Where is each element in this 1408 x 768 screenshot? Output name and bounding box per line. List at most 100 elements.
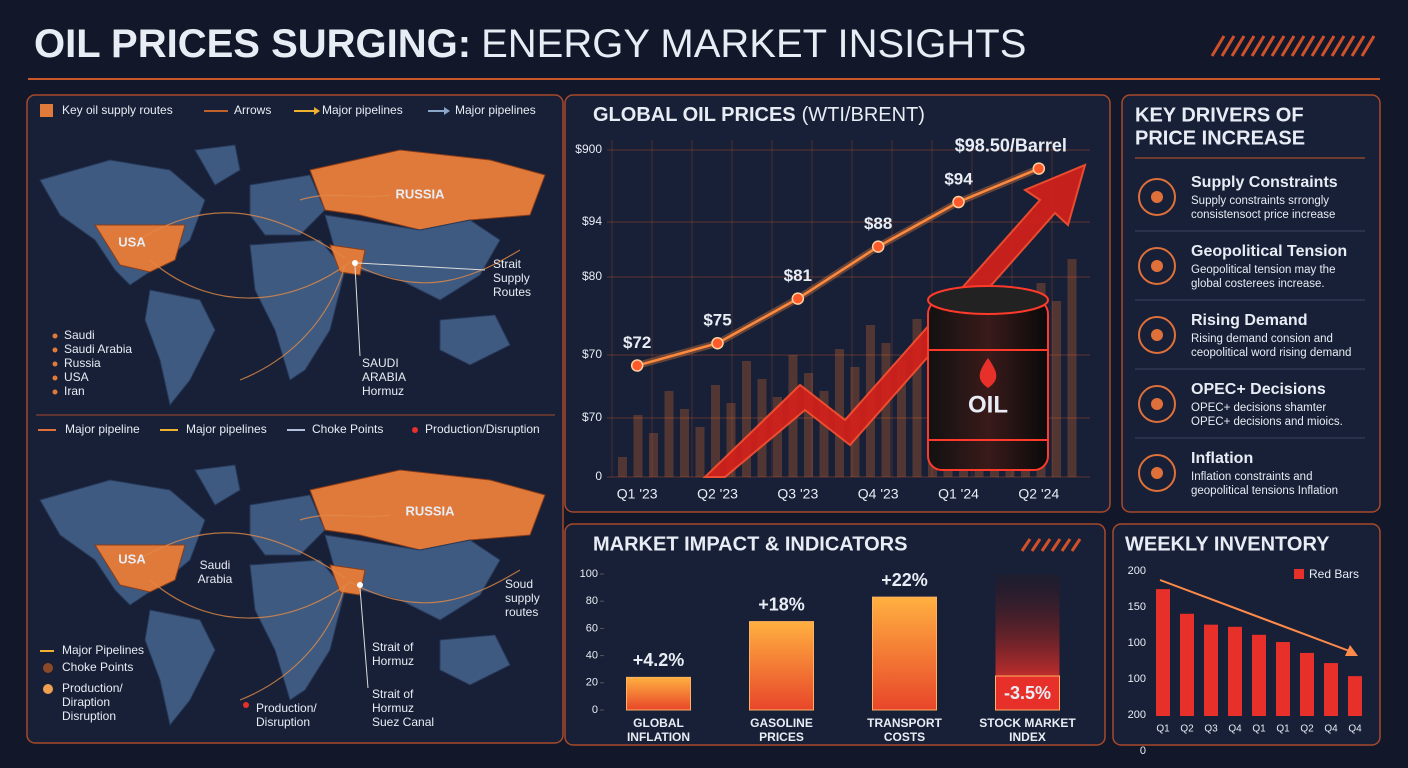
impact-panel: [564, 523, 1106, 746]
bar: [1204, 624, 1218, 716]
list-item: Iran: [64, 384, 85, 398]
y-tick-label: 20: [586, 677, 598, 689]
x-tick-label: GLOBAL: [633, 716, 684, 730]
x-tick-label: Q4: [1324, 724, 1338, 735]
map-mid-legend: Major pipeline Major pipelines Choke Poi…: [38, 422, 540, 436]
map-label: SAUDI: [362, 356, 399, 370]
barrel-drop: [979, 358, 997, 388]
chart-title: MARKET IMPACT & INDICATORS: [593, 533, 907, 555]
driver-text: OPEC+ decisions and mioics.: [1191, 416, 1343, 428]
driver-icon-dot: [1151, 398, 1163, 410]
driver-title: Supply Constraints: [1191, 174, 1338, 191]
bar-label: -3.5%: [1004, 683, 1051, 703]
map-label: Hormuz: [372, 701, 414, 715]
x-tick-label: Q4 '23: [858, 486, 899, 502]
drivers-title: PRICE INCREASE: [1135, 127, 1305, 149]
map-label: Strait: [493, 257, 522, 271]
x-tick-label: Q4: [1228, 724, 1242, 735]
y-tick-label: 0: [595, 469, 602, 483]
y-tick-label: $80: [582, 269, 602, 283]
map-label: Supply: [493, 271, 530, 285]
decor-bar: [695, 427, 705, 477]
map-dot: [357, 582, 363, 588]
y-tick-label: $94: [582, 214, 602, 228]
y-tick-label: 200: [1128, 709, 1146, 721]
map-label: Strait of: [372, 687, 414, 701]
x-tick-label: COSTS: [884, 730, 925, 744]
driver-text: Rising demand consion and: [1191, 333, 1333, 345]
x-tick-label: TRANSPORT: [867, 716, 942, 730]
decor-bar: [912, 319, 922, 477]
driver-icon: [1138, 316, 1176, 354]
trend-arrow: [702, 163, 1087, 478]
decor-bar: [633, 415, 643, 477]
list-item: Russia: [64, 356, 101, 370]
callout: [359, 587, 369, 689]
map-label: Arabia: [198, 572, 233, 586]
driver-icon: [1138, 454, 1176, 492]
driver-text: Supply constraints srrongly: [1191, 195, 1329, 207]
map-dot: [352, 260, 358, 266]
map-label: Routes: [493, 285, 531, 299]
list-item: USA: [64, 370, 89, 384]
price-point: [952, 195, 965, 209]
y-tick-label: 0: [1140, 745, 1146, 757]
price-line: [636, 167, 1040, 367]
driver-title: Inflation: [1191, 450, 1253, 467]
decor-bar: [1052, 301, 1061, 477]
x-tick-label: Q2 '23: [697, 486, 738, 502]
legend-text: Choke Points: [62, 660, 133, 674]
bar: [1324, 663, 1338, 716]
legend-text: Disruption: [62, 709, 116, 723]
driver-icon-dot: [1151, 260, 1163, 272]
map-label: Strait of: [372, 640, 414, 654]
legend-text: Major pipeline: [65, 422, 140, 436]
price-point: [1032, 162, 1046, 175]
driver-text: global costerees increase.: [1191, 278, 1325, 290]
x-tick-label: Q1: [1252, 724, 1266, 735]
bar: [1180, 613, 1194, 716]
price-point: [871, 240, 885, 253]
decor-bar: [726, 403, 736, 477]
y-tick-label: 80: [586, 595, 598, 607]
barrel-top: [927, 285, 1049, 315]
y-tick-label: 40: [586, 650, 598, 662]
x-tick-label: Q1 '23: [617, 486, 658, 502]
map-label: Suez Canal: [372, 715, 434, 729]
legend-text: Production/: [62, 681, 123, 695]
x-tick-label: Q4: [1348, 724, 1362, 735]
x-tick-label: GASOLINE: [750, 716, 813, 730]
inventory-panel: [1112, 523, 1381, 746]
charts: $900 $94 $80 $70 $70 0 $72 Q1 '23 $75 Q2 '23 $81 Q3…: [575, 135, 1362, 757]
driver-text: consistensoct price increase: [1191, 209, 1335, 221]
decor-bar: [1067, 259, 1077, 477]
value-label: $98.50/Barrel: [955, 135, 1067, 155]
trend-arrow-head: [1345, 645, 1358, 656]
map-label: USA: [118, 551, 146, 566]
y-tick-label: 100: [1128, 673, 1146, 685]
map-label: Hormuz: [362, 384, 404, 398]
legend-text: Arrows: [234, 103, 271, 117]
value-label: $72: [623, 333, 651, 352]
legend-text: Major Pipelines: [62, 643, 144, 657]
decor-bar: [881, 343, 891, 477]
x-tick-label: PRICES: [759, 730, 804, 744]
driver-icon: [1138, 247, 1176, 285]
y-tick-label: 100: [1128, 637, 1146, 649]
driver-icon-dot: [1151, 191, 1163, 203]
bar: [1252, 634, 1266, 716]
callout: [354, 265, 361, 357]
decor-bar: [773, 397, 782, 477]
country-list: [52, 333, 58, 395]
decor-bar: [711, 385, 720, 477]
price-point: [791, 292, 805, 305]
map-label: Disruption: [256, 715, 310, 729]
chart-title: GLOBAL OIL PRICES (WTI/BRENT): [593, 104, 925, 126]
driver-icon: [1138, 385, 1176, 423]
x-tick-label: INDEX: [1009, 730, 1046, 744]
bar: [626, 676, 691, 711]
bar: [1228, 626, 1242, 716]
decor-bar: [835, 349, 844, 477]
header-title: OIL PRICES SURGING: ENERGY MARKET INSIGHT…: [34, 22, 1026, 66]
